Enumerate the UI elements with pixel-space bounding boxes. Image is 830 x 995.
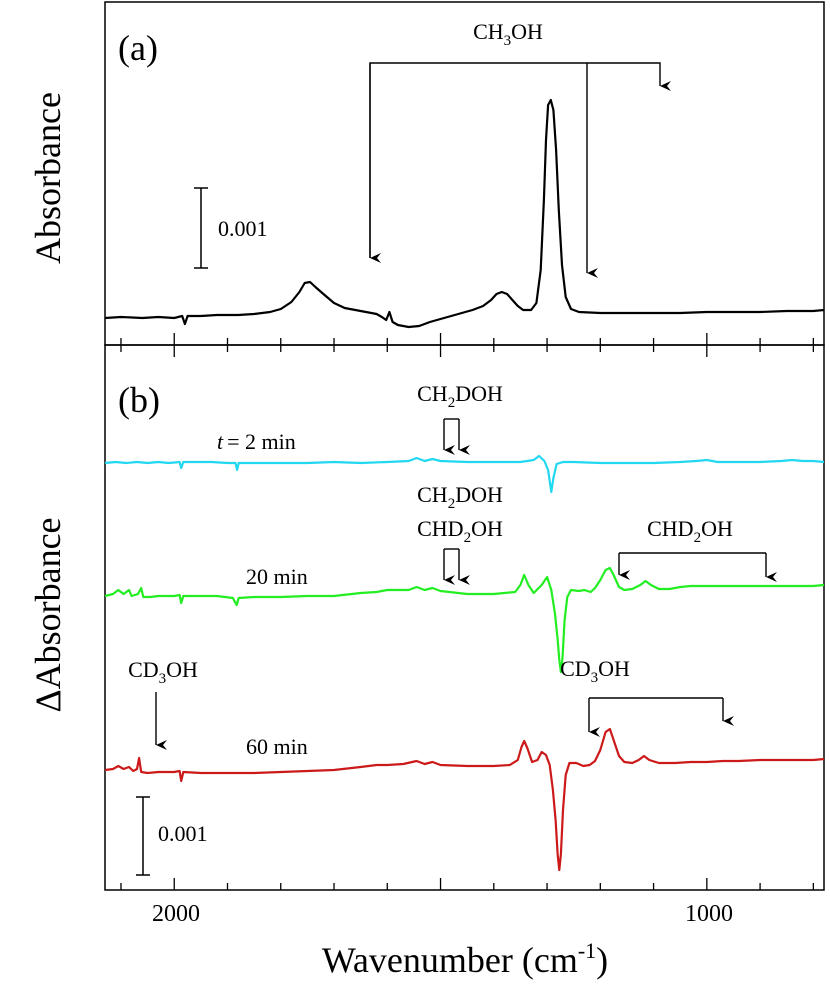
panel-label-b: (b) xyxy=(118,380,160,420)
scalebar-b xyxy=(136,796,150,876)
x-axis-ticks xyxy=(120,333,814,890)
x-axis-title: Wavenumber (cm-1) xyxy=(322,938,608,980)
spectrum-line-panel0-series0 xyxy=(104,98,825,329)
spectrum-line-panel1-series0 xyxy=(104,454,825,494)
annotation-chd2oh-20min-right-bracket xyxy=(618,552,777,582)
x-tick-label-1000: 1000 xyxy=(685,901,733,927)
panel-a-frame xyxy=(104,1,825,346)
annotation-ch2doh-20min: CH2DOH xyxy=(417,482,503,512)
annotation-cd3oh-right: CD3OH xyxy=(560,656,630,686)
annotation-cd3oh-left: CD3OH xyxy=(128,657,198,687)
scalebar-a xyxy=(194,187,208,269)
time-label-60min: 60 min xyxy=(246,734,308,759)
scalebar-b-label: 0.001 xyxy=(158,821,208,846)
y-axis-title-absorbance: Absorbance xyxy=(28,92,68,264)
annotation-chd2oh-20min-left-bracket xyxy=(443,548,470,585)
annotation-ch2doh-2min: CH2DOH xyxy=(417,381,503,411)
annotation-ch3oh-bracket xyxy=(369,62,671,278)
spectrum-line-panel1-series1 xyxy=(104,566,825,674)
spectrum-line-panel1-series2 xyxy=(104,727,825,872)
scalebar-a-label: 0.001 xyxy=(218,216,268,241)
panel-label-a: (a) xyxy=(118,28,158,68)
annotation-chd2oh-20min-right: CHD2OH xyxy=(647,516,733,546)
x-tick-label-2000: 2000 xyxy=(152,901,200,927)
y-axis-title-delta-absorbance: ΔAbsorbance xyxy=(28,517,68,712)
annotation-chd2oh-20min-left: CHD2OH xyxy=(417,516,503,546)
annotation-cd3oh-right-bracket xyxy=(588,697,734,737)
spectra-series xyxy=(104,98,825,872)
annotation-ch3oh: CH3OH xyxy=(473,19,543,49)
panel-b-frame xyxy=(104,344,825,891)
annotation-ch2doh-2min-bracket xyxy=(443,418,470,455)
time-label-2min: t = 2 min xyxy=(217,429,296,454)
time-label-20min: 20 min xyxy=(246,564,308,589)
